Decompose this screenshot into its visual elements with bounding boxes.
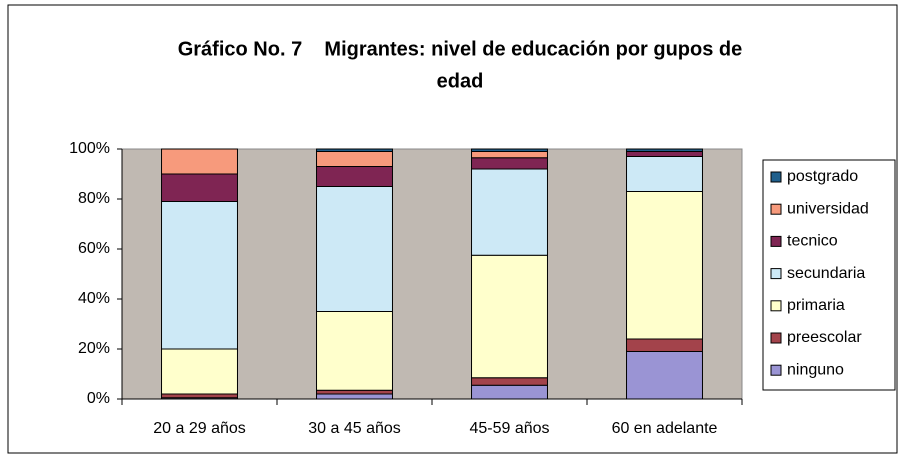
- legend-label: universidad: [787, 200, 869, 217]
- legend-swatch: [770, 171, 782, 183]
- bar-segment: [316, 393, 393, 400]
- y-tick-label: 0%: [87, 390, 110, 407]
- bar-segment: [626, 151, 703, 157]
- x-tick-label: 45-59 años: [469, 420, 549, 437]
- bar-segment: [471, 148, 548, 152]
- bar-segment: [471, 254, 548, 379]
- bar-segment: [626, 351, 703, 400]
- x-tick-label: 30 a 45 años: [308, 420, 401, 437]
- y-tick-label: 100%: [69, 140, 110, 157]
- y-tick-label: 20%: [78, 340, 110, 357]
- bar-segment: [471, 384, 548, 400]
- bar-segment: [471, 168, 548, 256]
- y-tick-label: 40%: [78, 290, 110, 307]
- legend-box: [762, 159, 896, 391]
- bar-segment: [316, 151, 393, 167]
- bar-segment: [316, 186, 393, 312]
- bar-segment: [626, 156, 703, 192]
- y-tick-label: 80%: [78, 190, 110, 207]
- legend-swatch: [770, 235, 782, 247]
- y-tick-label: 60%: [78, 240, 110, 257]
- legend-label: ninguno: [787, 361, 844, 378]
- bar-segment: [471, 377, 548, 386]
- legend-swatch: [770, 268, 782, 280]
- bar-segment: [161, 393, 238, 399]
- bar-segment: [316, 166, 393, 187]
- legend-swatch: [770, 364, 782, 376]
- chart-title: Gráfico No. 7 Migrantes: nivel de educac…: [178, 38, 743, 60]
- legend-label: postgrado: [787, 168, 858, 185]
- legend-swatch: [770, 300, 782, 312]
- legend-label: preescolar: [787, 329, 862, 346]
- bar-segment: [471, 157, 548, 170]
- bar-segment: [316, 311, 393, 391]
- x-tick-label: 60 en adelante: [612, 420, 718, 437]
- bar-segment: [161, 148, 238, 175]
- legend-label: primaria: [787, 297, 845, 314]
- bar-segment: [161, 348, 238, 395]
- bar-segment: [626, 338, 703, 352]
- bar-segment: [471, 151, 548, 159]
- chart-title: edad: [437, 70, 484, 92]
- bar-segment: [626, 148, 703, 152]
- bar-segment: [626, 191, 703, 340]
- legend-label: secundaria: [787, 265, 865, 282]
- bar-segment: [161, 201, 238, 350]
- legend-swatch: [770, 332, 782, 344]
- bar-segment: [161, 173, 238, 202]
- legend-label: tecnico: [787, 233, 838, 250]
- bar-segment: [316, 148, 393, 152]
- bar-segment: [316, 389, 393, 395]
- legend-swatch: [770, 203, 782, 215]
- x-tick-label: 20 a 29 años: [153, 420, 246, 437]
